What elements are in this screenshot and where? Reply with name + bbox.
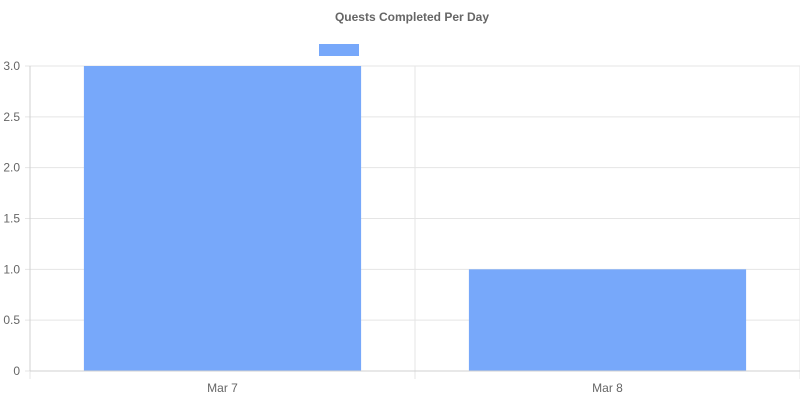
x-tick-label: Mar 7 bbox=[207, 381, 238, 395]
legend-swatch[interactable] bbox=[319, 44, 359, 56]
y-tick-label: 2.0 bbox=[3, 161, 20, 175]
chart-title: Quests Completed Per Day bbox=[335, 10, 489, 24]
axes bbox=[29, 66, 800, 372]
bars bbox=[83, 66, 747, 371]
bar[interactable] bbox=[468, 269, 747, 371]
y-tick-label: 1.5 bbox=[3, 212, 20, 226]
y-tick-label: 1.0 bbox=[3, 262, 20, 276]
y-tick-label: 0 bbox=[13, 364, 20, 378]
y-tick-label: 0.5 bbox=[3, 313, 20, 327]
tick-labels: 0 0.5 1.0 1.5 2.0 2.5 3.0 Mar 7 Mar 8 bbox=[3, 59, 623, 395]
bar[interactable] bbox=[83, 66, 362, 371]
x-tick-label: Mar 8 bbox=[592, 381, 623, 395]
y-tick-label: 3.0 bbox=[3, 59, 20, 73]
y-tick-label: 2.5 bbox=[3, 110, 20, 124]
